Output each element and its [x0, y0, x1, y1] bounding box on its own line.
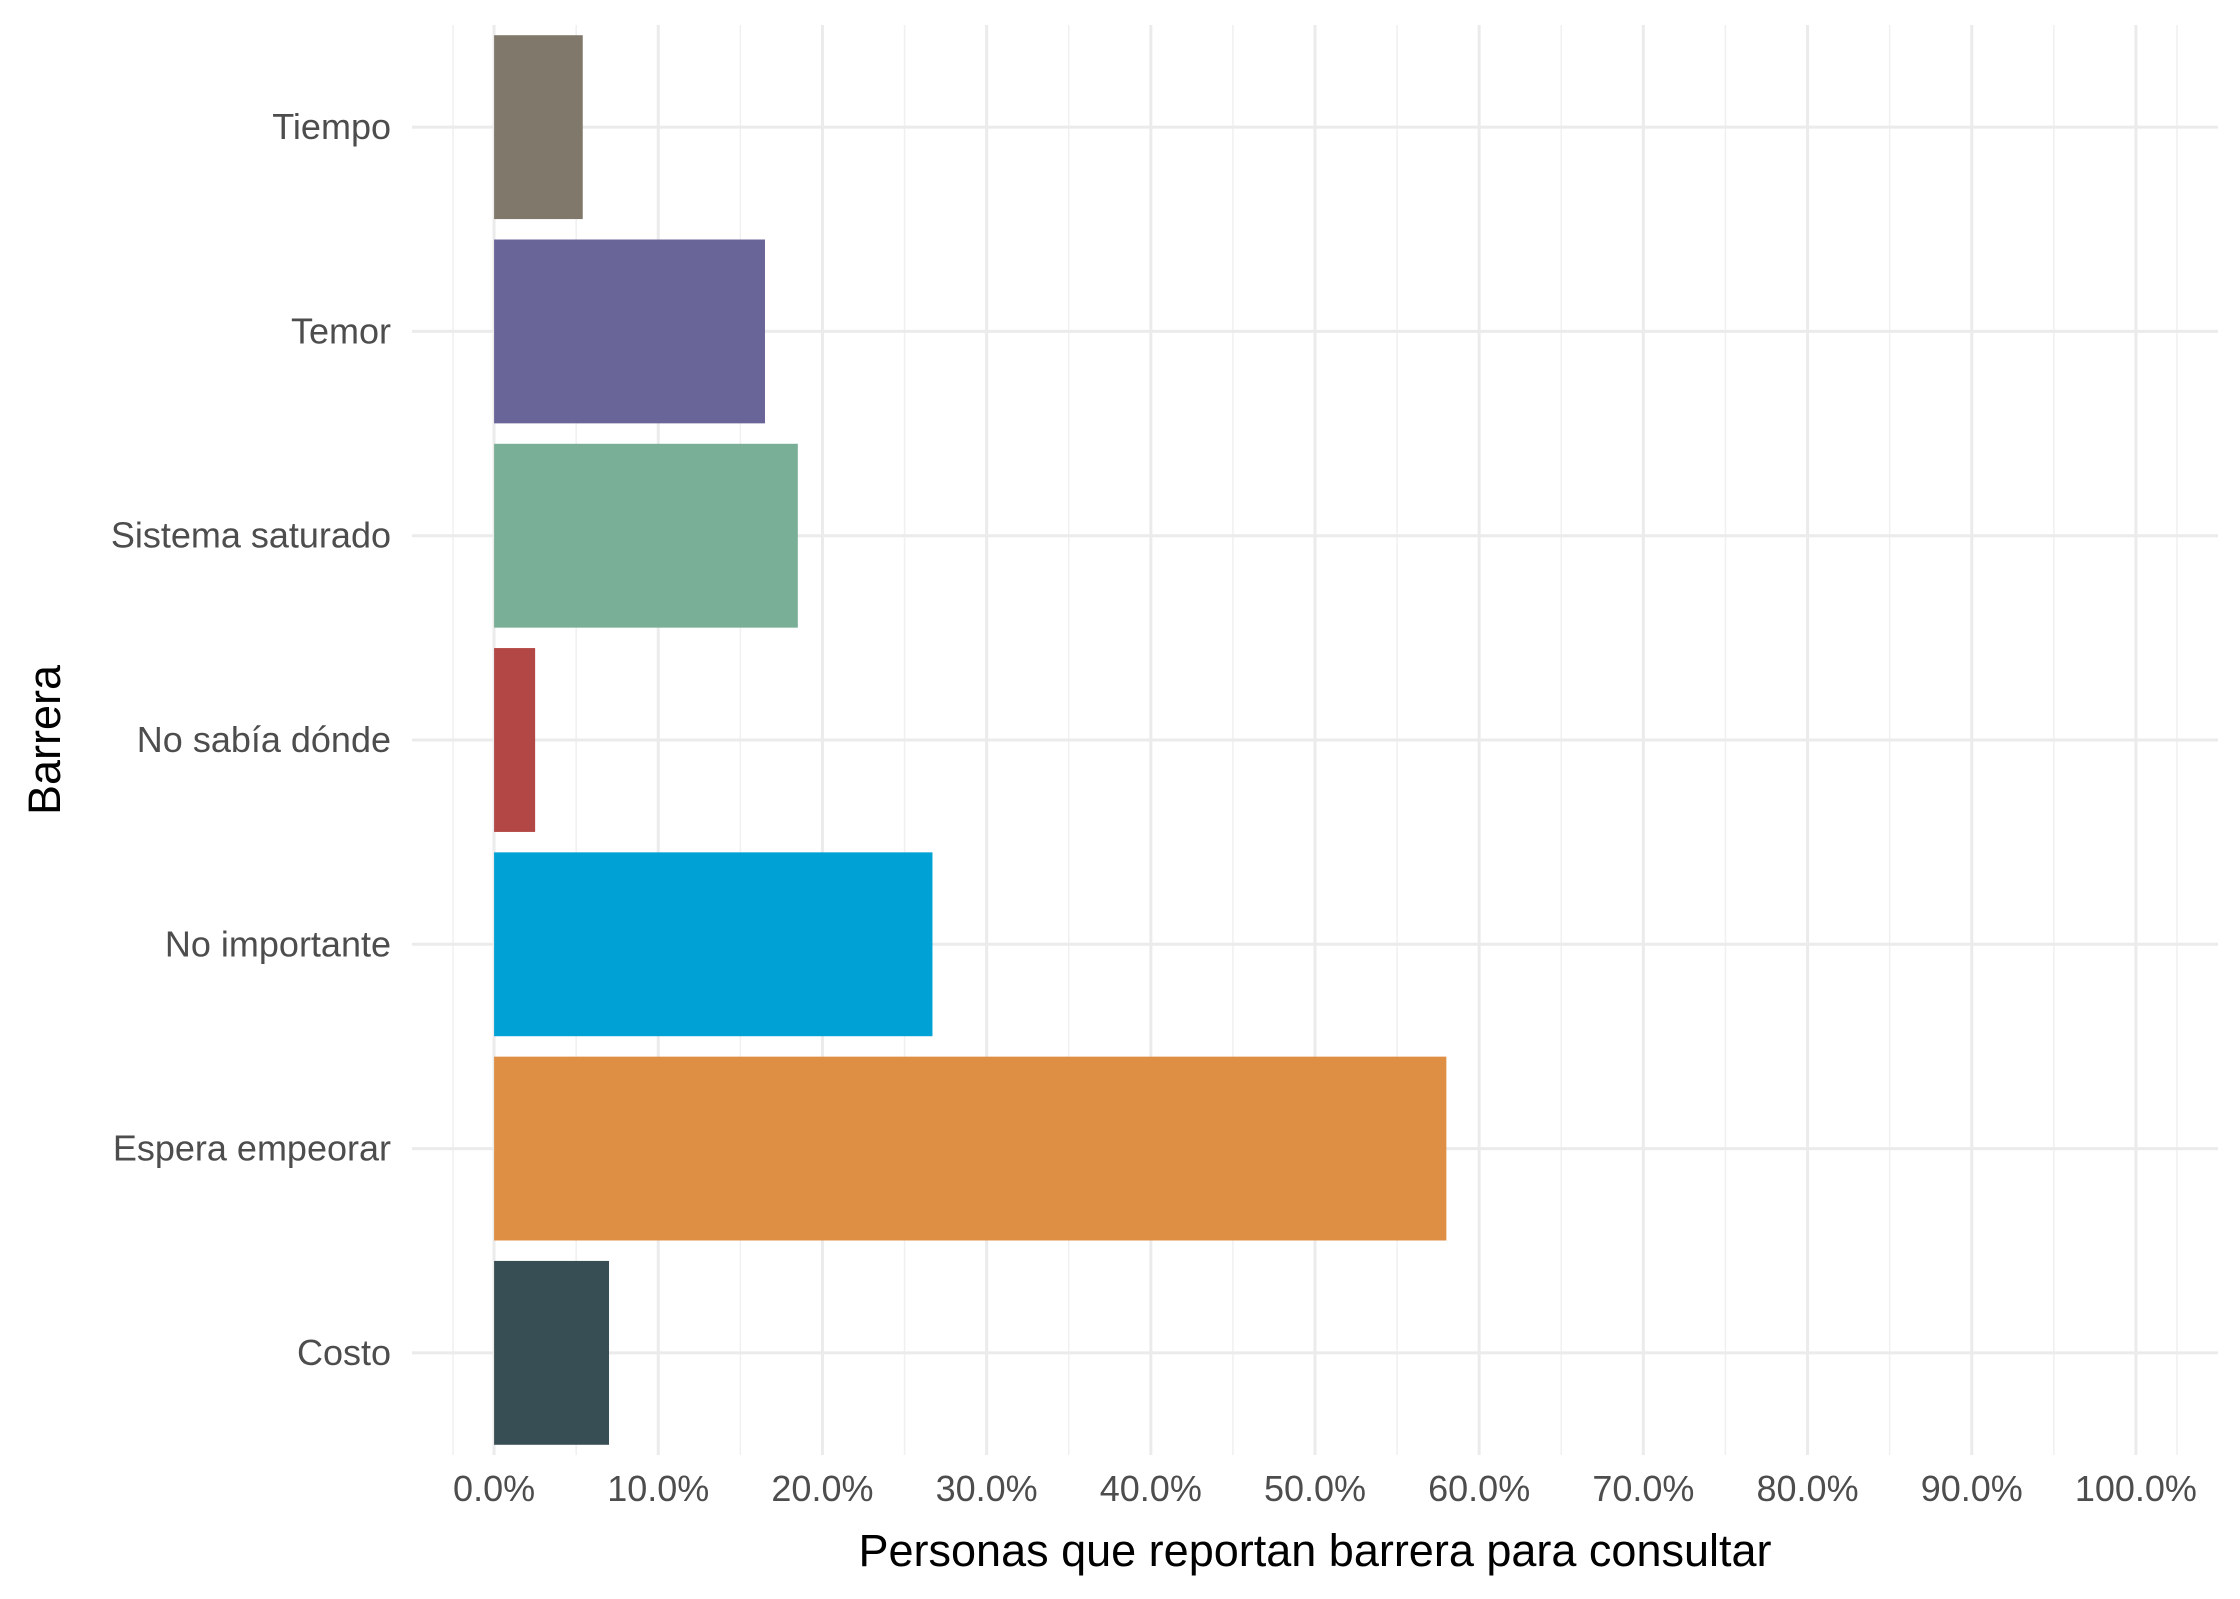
bar — [494, 443, 798, 628]
x-tick-label: 0.0% — [453, 1468, 535, 1509]
y-tick-label: No sabía dónde — [137, 719, 391, 760]
x-tick-label: 10.0% — [607, 1468, 709, 1509]
x-tick-label: 70.0% — [1592, 1468, 1694, 1509]
x-tick-label: 90.0% — [1921, 1468, 2023, 1509]
y-tick-label: Costo — [297, 1332, 391, 1373]
x-tick-label: 30.0% — [936, 1468, 1038, 1509]
bars — [494, 35, 1447, 1445]
x-axis-title: Personas que reportan barrera para consu… — [858, 1525, 1771, 1576]
x-tick-label: 100.0% — [2075, 1468, 2197, 1509]
x-tick-label: 80.0% — [1757, 1468, 1859, 1509]
y-tick-label: Espera empeorar — [113, 1128, 391, 1169]
x-tick-label: 20.0% — [771, 1468, 873, 1509]
bar — [494, 1260, 610, 1445]
y-axis-tick-labels: Costo Espera empeorar No importante No sabí… — [111, 106, 391, 1373]
x-tick-label: 60.0% — [1428, 1468, 1530, 1509]
y-tick-label: Temor — [291, 310, 391, 351]
x-tick-label: 50.0% — [1264, 1468, 1366, 1509]
y-axis-title: Barrera — [19, 664, 70, 815]
bar — [494, 1056, 1447, 1241]
x-axis-tick-labels: 0.0% 10.0% 20.0% 30.0% 40.0% 50.0% 60.0% 70.0% 8… — [453, 1468, 2197, 1509]
bar — [494, 239, 765, 424]
y-tick-label: Tiempo — [272, 106, 391, 147]
x-tick-label: 40.0% — [1100, 1468, 1202, 1509]
bar — [494, 648, 536, 832]
bar — [494, 35, 583, 220]
y-tick-label: Sistema saturado — [111, 515, 391, 556]
y-tick-label: No importante — [165, 923, 391, 964]
bar — [494, 852, 933, 1037]
